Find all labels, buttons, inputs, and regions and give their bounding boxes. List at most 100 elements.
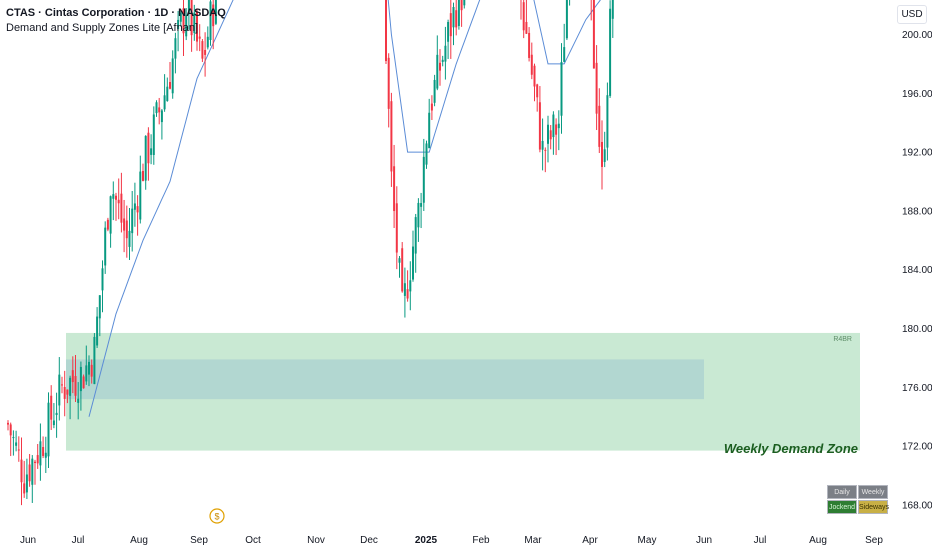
candle-body [150,148,153,155]
candle-body [525,21,528,34]
candle-body [592,0,595,69]
candle-body [390,101,393,172]
candle-body [460,0,463,11]
candle-body [158,107,161,113]
symbol-title[interactable]: CTAS · Cintas Corporation · 1D · NASDAQ [6,7,226,19]
candle-body [406,289,409,299]
x-tick-label: Dec [360,535,378,546]
candle-body [98,295,101,319]
candle-body [12,437,15,439]
candle-body [463,0,466,6]
candle-body [101,268,104,291]
candle-body [439,62,441,71]
candle-body [433,79,436,103]
candle-body [193,12,196,33]
candle-body [552,114,555,138]
x-tick-label: Aug [130,535,148,546]
candle-body [536,84,539,98]
candle-body [182,8,185,34]
zones-layer: R2BDR4BRWeekly Demand Zone [66,332,860,456]
dividend-marker[interactable]: $ [209,508,225,524]
candle-body [23,483,26,494]
candle-body [61,384,63,386]
y-tick-label: 176.00 [902,383,932,394]
candle-body [430,103,433,111]
candle-body [93,336,96,385]
candle-body [422,156,425,203]
zone-demand-inner [66,359,704,400]
status-cell-daily-state: Jockend [827,500,857,514]
candle-body [611,0,614,19]
time-axis[interactable]: Jun Jul Aug Sep Oct Nov Dec 2025 Feb Mar Apr May Jun… [20,508,883,546]
y-tick-label: 196.00 [902,89,932,100]
candle-body [560,62,563,116]
x-tick-label: Aug [809,535,827,546]
y-tick-label: 168.00 [902,501,932,512]
candle-body [447,21,450,42]
candle-body [412,246,414,280]
candle-body [528,32,531,58]
candle-body [595,62,598,114]
candle-body [47,402,50,457]
candle-body [444,45,447,62]
price-axis[interactable]: 168.00 172.00 176.00 180.00 184.00 188.00 192.… [888,0,932,550]
candle-body [123,218,126,231]
candle-body [457,0,460,26]
candle-body [58,374,61,406]
candle-body [387,57,390,109]
candle-body [144,135,147,181]
candle-body [133,203,136,210]
candle-body [77,398,80,403]
candle-body [109,196,112,234]
candle-body [204,49,207,55]
candle-body [69,377,72,396]
candle-body [20,459,23,483]
candle-body [34,461,36,463]
candle-body [201,41,204,59]
x-tick-label: Sep [865,535,883,546]
candle-body [66,389,69,395]
candle-body [395,203,398,253]
candle-body [96,316,99,346]
candle-body [117,199,120,204]
candle-body [190,0,193,36]
candle-body [125,220,128,239]
candle-body [160,110,163,123]
currency-button[interactable]: USD [897,5,927,24]
candle-body [179,12,182,22]
dividend-icon [209,508,225,524]
candle-body [522,2,525,31]
x-tick-label: Apr [582,535,598,546]
y-tick-label: 172.00 [902,442,932,453]
candle-body [385,0,387,62]
candle-body [403,283,406,296]
candle-body [417,202,420,228]
candle-body [28,464,31,482]
candle-body [609,8,612,96]
candle-body [31,458,34,485]
x-tick-label: Jul [72,535,85,546]
candle-body [455,10,458,28]
candle-body [63,386,66,399]
candle-body [198,36,201,39]
candle-body [74,376,77,396]
status-cell-daily: Daily [827,485,857,499]
candle-body [128,230,131,247]
candle-body [414,217,417,254]
x-tick-label: 2025 [415,535,438,546]
candle-body [212,4,215,27]
candle-body [131,208,134,234]
x-tick-label: Nov [307,535,325,546]
candle-body [17,449,20,451]
candle-body [42,447,45,456]
candle-body [115,195,117,200]
candle-body [557,123,560,129]
candle-body [136,206,139,213]
status-cell-weekly-state: Sideways [858,500,889,514]
y-tick-label: 184.00 [902,265,932,276]
status-cell-weekly: Weekly [858,485,888,499]
candle-body [177,19,180,29]
indicator-title[interactable]: Demand and Supply Zones Lite [Afnan] [6,22,199,34]
